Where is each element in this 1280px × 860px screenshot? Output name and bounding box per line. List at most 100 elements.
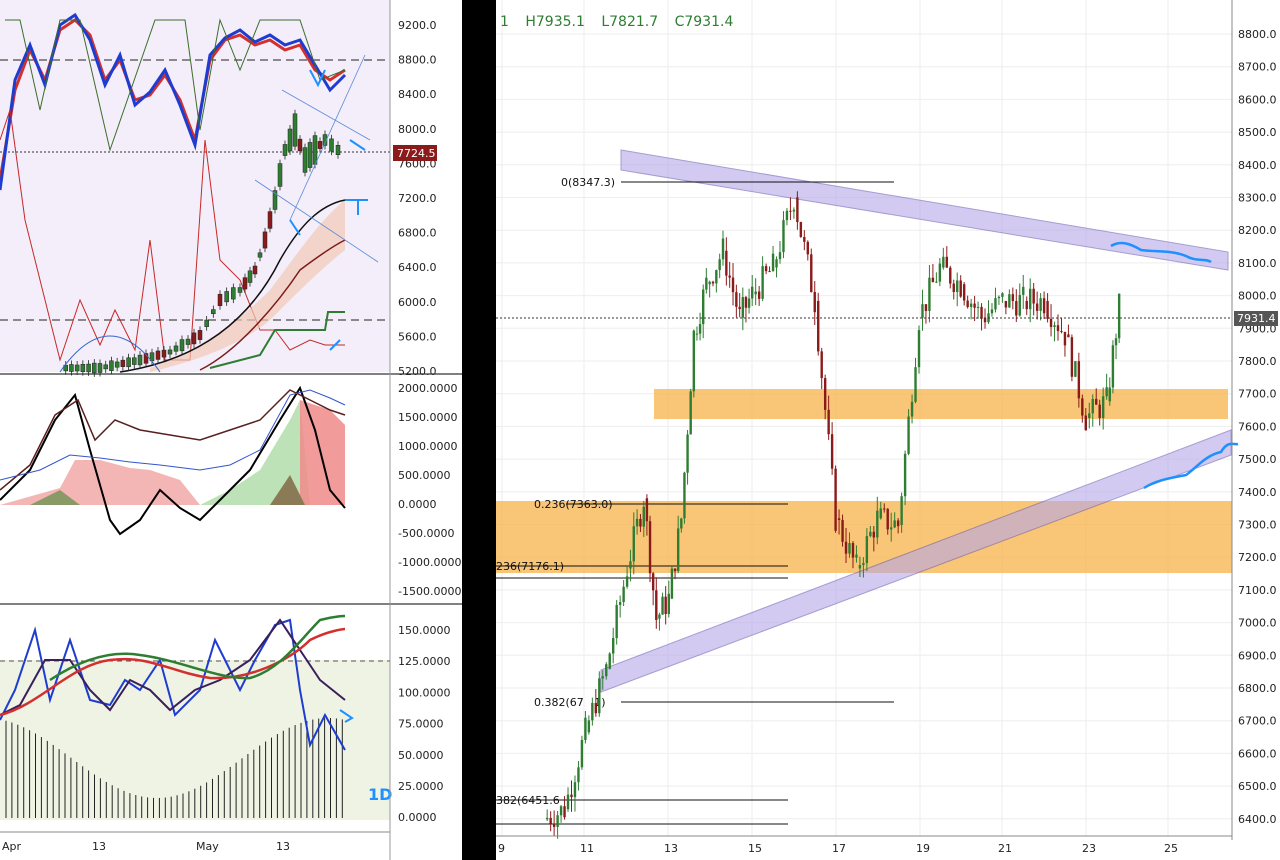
price-pane-background bbox=[0, 0, 390, 372]
stoch-blue-line bbox=[0, 618, 346, 751]
candle-body bbox=[645, 498, 649, 522]
candle-body bbox=[907, 416, 910, 454]
left-candle-body bbox=[237, 287, 243, 293]
candle-body bbox=[545, 817, 549, 820]
left-candle-body bbox=[247, 270, 253, 283]
candle-body bbox=[635, 518, 639, 527]
macd-axis-tick: -1000.0000 bbox=[398, 556, 461, 569]
left-candle-body bbox=[277, 163, 283, 187]
candle-body bbox=[1022, 286, 1025, 295]
candle-body bbox=[680, 518, 683, 529]
left-candle-body bbox=[204, 319, 209, 327]
candle-body bbox=[792, 209, 796, 212]
candle-body bbox=[896, 520, 900, 527]
stoch-axis-tick: 150.0000 bbox=[398, 624, 451, 637]
candle-body bbox=[721, 238, 725, 260]
right-chart-svg: 0(8347.3) 0.236(7363.0) 236(7176.1) 0.38… bbox=[496, 0, 1278, 855]
left-candle-body bbox=[297, 138, 303, 152]
right-price-axis-tick: 7800.0 bbox=[1238, 355, 1277, 368]
candle-body bbox=[658, 614, 661, 619]
candle-body bbox=[994, 298, 997, 310]
candle-body bbox=[598, 678, 601, 714]
candle-body bbox=[629, 561, 632, 569]
candle-body bbox=[775, 259, 778, 268]
candle-body bbox=[618, 602, 622, 605]
candle-body bbox=[862, 563, 865, 566]
candle-body bbox=[1067, 334, 1070, 338]
candle-body bbox=[667, 593, 670, 614]
stoch-axis-tick: 125.0000 bbox=[398, 655, 451, 668]
stoch-axis-tick: 25.0000 bbox=[398, 780, 444, 793]
candle-body bbox=[789, 210, 792, 212]
right-price-axis-tick: 8100.0 bbox=[1238, 257, 1277, 270]
arc-indicator bbox=[59, 335, 161, 373]
stoch-volume-bars bbox=[5, 718, 343, 818]
candle-body bbox=[928, 277, 931, 311]
candle-body bbox=[692, 330, 696, 392]
left-candle-body bbox=[231, 287, 236, 300]
left-candle-body bbox=[329, 138, 334, 152]
left-candle-body bbox=[86, 363, 91, 373]
right-x-axis: 9 11 13 15 17 19 21 23 25 bbox=[498, 842, 1178, 855]
left-candle-body bbox=[155, 350, 161, 360]
stoch-axis-tick: 75.0000 bbox=[398, 718, 444, 731]
candle-body bbox=[969, 303, 973, 308]
left-candle-body bbox=[126, 357, 131, 368]
left-x-tick: May bbox=[196, 840, 219, 853]
candle-body bbox=[556, 815, 559, 827]
right-price-axis-tick: 7700.0 bbox=[1238, 388, 1277, 401]
candle-body bbox=[1004, 300, 1008, 308]
right-chart-panel: 0(8347.3) 0.236(7363.0) 236(7176.1) 0.38… bbox=[496, 0, 1280, 860]
ohlc-low: L7821.7 bbox=[601, 14, 659, 30]
macd-axis-tick: 2000.0000 bbox=[398, 382, 458, 395]
candle-body bbox=[563, 806, 566, 818]
candle-body bbox=[872, 531, 876, 538]
candle-body bbox=[879, 508, 882, 519]
left-candle-body bbox=[217, 293, 223, 307]
stoch-axis-tick: 50.0000 bbox=[398, 749, 444, 762]
right-price-axis-tick: 8000.0 bbox=[1238, 290, 1277, 303]
candle-body bbox=[1070, 337, 1074, 377]
candle-body bbox=[813, 292, 816, 313]
left-chart-panel: 9200.0 8800.0 8400.0 8000.0 7600.0 7200.0 6800… bbox=[0, 0, 462, 860]
left-candle-body bbox=[80, 364, 86, 372]
candle-body bbox=[698, 324, 702, 334]
right-price-axis-tick: 7600.0 bbox=[1238, 420, 1277, 433]
stoch-axis: 150.0000 125.0000 100.0000 75.0000 50.0000 25… bbox=[398, 624, 451, 824]
candle-body bbox=[705, 277, 708, 290]
price-axis-tick: 8400.0 bbox=[398, 88, 437, 101]
left-candle-body bbox=[272, 190, 278, 210]
candle-body bbox=[1029, 288, 1032, 310]
right-price-axis-tick: 8400.0 bbox=[1238, 159, 1277, 172]
right-price-axis-tick: 8800.0 bbox=[1238, 28, 1277, 41]
left-candle-body bbox=[252, 265, 258, 275]
macd-black-line bbox=[0, 385, 346, 536]
candle-body bbox=[1035, 303, 1039, 311]
left-candle-body bbox=[322, 134, 328, 146]
right-price-axis-tick: 6900.0 bbox=[1238, 649, 1277, 662]
candle-body bbox=[949, 267, 952, 284]
timeframe-label: 1D bbox=[368, 785, 392, 804]
candle-body bbox=[858, 565, 862, 569]
candle-body bbox=[976, 306, 980, 308]
fib-label-0382: 0.382(67 .1) bbox=[534, 696, 606, 709]
left-candle-body bbox=[114, 361, 120, 368]
ohlc-high: H7935.1 bbox=[525, 14, 585, 30]
candle-body bbox=[959, 280, 962, 297]
right-x-tick: 11 bbox=[580, 842, 594, 855]
left-candle-body bbox=[103, 364, 108, 370]
candle-body bbox=[917, 330, 921, 368]
candle-body bbox=[642, 506, 645, 527]
candle-body bbox=[725, 250, 728, 276]
candle-body bbox=[735, 292, 738, 307]
candle-body bbox=[702, 289, 705, 325]
right-price-axis-tick: 6500.0 bbox=[1238, 780, 1277, 793]
candle-body bbox=[1032, 288, 1035, 304]
right-price-axis-tick: 8500.0 bbox=[1238, 126, 1277, 139]
annotation-stroke-3 bbox=[329, 339, 341, 351]
price-axis-tick: 5600.0 bbox=[398, 330, 437, 343]
right-x-tick: 17 bbox=[832, 842, 846, 855]
left-x-axis: Apr 13 May 13 bbox=[2, 840, 290, 853]
price-axis-tick: 8000.0 bbox=[398, 123, 437, 136]
candle-body bbox=[997, 296, 1001, 299]
